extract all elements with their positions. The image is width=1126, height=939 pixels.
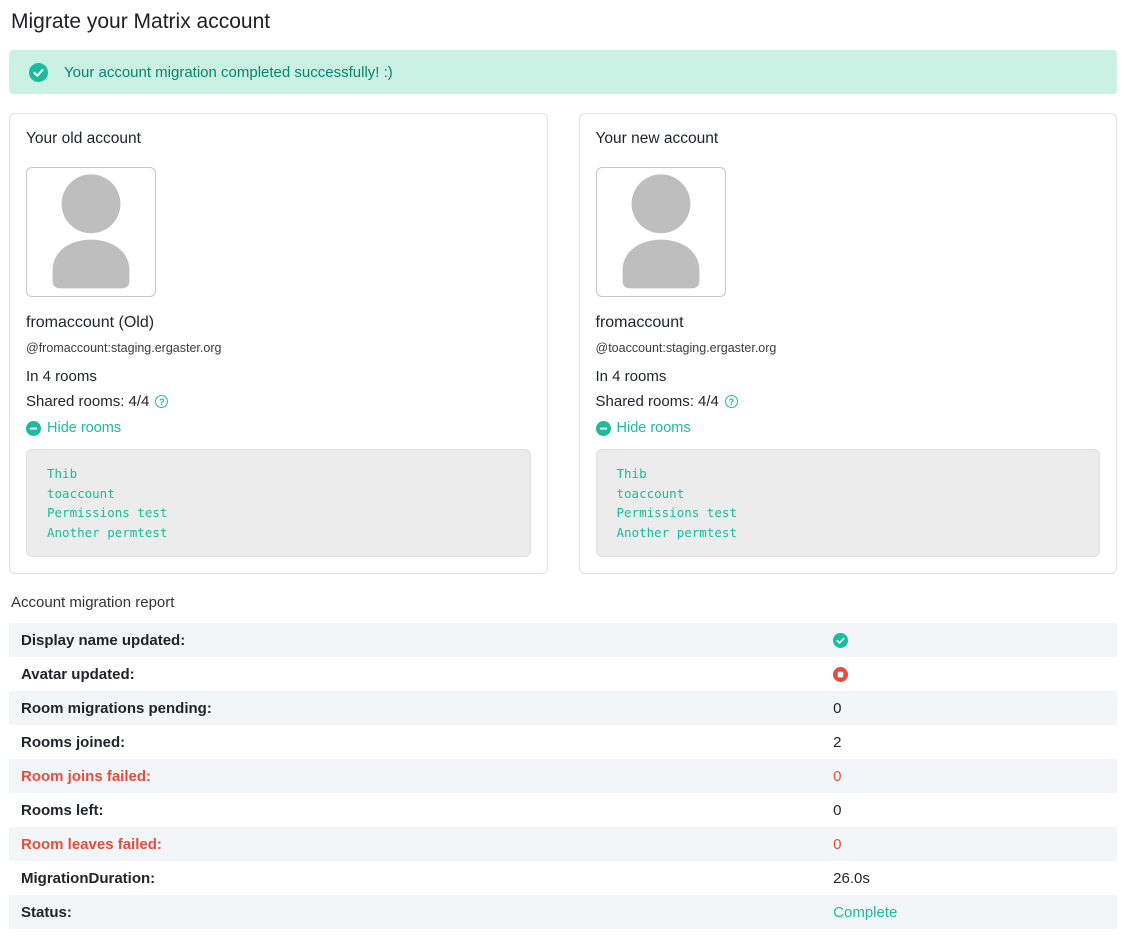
row-label: Rooms left: [21,801,104,819]
person-silhouette-icon [597,168,725,296]
old-account-shared-rooms: Shared rooms: 4/4 ? [26,393,531,410]
old-account-card: Your old account fromaccount (Old) @from… [9,113,548,574]
hide-rooms-label: Hide rooms [616,420,691,436]
row-label: Display name updated: [21,631,186,649]
new-hide-rooms-toggle[interactable]: Hide rooms [595,420,1101,436]
new-room-list: Thib toaccount Permissions test Another … [595,449,1100,557]
help-icon[interactable]: ? [155,395,169,408]
report-heading: Account migration report [11,594,175,611]
success-banner: Your account migration completed success… [9,50,1117,94]
row-value: 0 [833,699,842,717]
new-account-card: Your new account fromaccount @toaccount:… [578,113,1117,574]
row-label: Avatar updated: [21,665,135,683]
old-account-mxid: @fromaccount:staging.ergaster.org [26,341,222,355]
table-row: Status: Complete [9,895,1117,929]
old-account-avatar [26,167,156,297]
old-account-display-name: fromaccount (Old) [26,314,155,331]
row-value [821,657,1117,691]
row-value: 0 [833,801,842,819]
row-value: 26.0s [833,869,870,887]
banner-message: Your account migration completed success… [64,63,393,81]
old-account-rooms-count: In 4 rooms [26,368,97,385]
row-label: Status: [21,903,72,921]
row-value [821,623,1117,657]
page-title: Migrate your Matrix account [11,10,271,33]
new-account-title: Your new account [595,130,719,147]
old-hide-rooms-toggle[interactable]: Hide rooms [26,420,531,436]
row-value: Complete [833,903,898,921]
table-row: MigrationDuration: 26.0s [9,861,1117,895]
row-label: Room migrations pending: [21,699,212,717]
shared-rooms-label: Shared rooms: 4/4 [595,393,719,410]
table-row: Rooms left: 0 [9,793,1117,827]
row-label: Rooms joined: [21,733,126,751]
new-account-mxid: @toaccount:staging.ergaster.org [595,341,777,355]
help-icon[interactable]: ? [724,395,738,408]
shared-rooms-label: Shared rooms: 4/4 [26,393,150,410]
table-row: Avatar updated: [9,657,1117,691]
person-silhouette-icon [27,168,155,296]
account-cards: Your old account fromaccount (Old) @from… [9,113,1117,574]
table-row: Rooms joined: 2 [9,725,1117,759]
minus-circle-icon [595,420,611,436]
row-value: 2 [833,733,842,751]
row-label: Room leaves failed: [21,835,162,853]
table-row: Room joins failed: 0 [9,759,1117,793]
new-account-avatar [595,167,726,297]
row-value: 0 [833,835,842,853]
new-account-rooms-count: In 4 rooms [595,368,667,385]
row-label: MigrationDuration: [21,869,156,887]
row-value: 0 [833,767,842,785]
table-row: Room migrations pending: 0 [9,691,1117,725]
minus-circle-icon [26,420,41,436]
hide-rooms-label: Hide rooms [47,420,122,436]
stop-circle-icon [833,667,849,683]
old-account-title: Your old account [26,130,141,147]
check-circle-icon [29,62,48,82]
new-account-shared-rooms: Shared rooms: 4/4 ? [596,393,1101,410]
check-circle-icon [833,633,849,649]
old-room-list: Thib toaccount Permissions test Another … [26,449,531,557]
migration-report-table: Display name updated: Avatar updated: [9,623,1117,929]
table-row: Display name updated: [9,623,1117,657]
table-row: Room leaves failed: 0 [9,827,1117,861]
row-label: Room joins failed: [21,767,152,785]
new-account-display-name: fromaccount [595,314,684,331]
